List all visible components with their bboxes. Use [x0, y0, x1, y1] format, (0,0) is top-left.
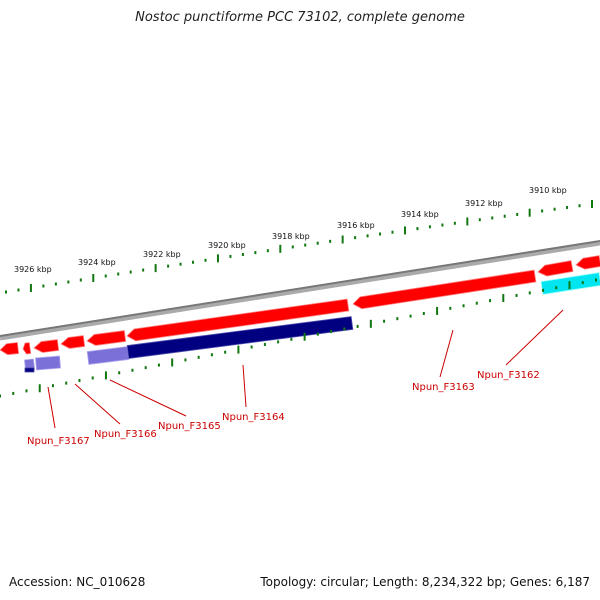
- gene-label[interactable]: Npun_F3162: [477, 370, 540, 381]
- gene-forward[interactable]: [352, 269, 537, 310]
- gene-reverse[interactable]: [86, 346, 130, 365]
- gene-forward[interactable]: [126, 298, 350, 342]
- gene-forward[interactable]: [22, 342, 32, 355]
- gene-reverse[interactable]: [126, 316, 354, 359]
- tick-label: 3922 kbp: [143, 250, 181, 259]
- gene-forward[interactable]: [86, 330, 127, 346]
- tick-label: 3914 kbp: [401, 210, 439, 219]
- gene-label[interactable]: Npun_F3165: [158, 421, 221, 432]
- gene-forward[interactable]: [575, 255, 600, 270]
- accession-text: Accession: NC_010628: [9, 575, 146, 589]
- tick-label: 3916 kbp: [337, 221, 375, 230]
- gene-label[interactable]: Npun_F3163: [412, 382, 475, 393]
- map-title: Nostoc punctiforme PCC 73102, complete g…: [135, 10, 465, 25]
- tick-labels: 3926 kbp 3924 kbp 3922 kbp 3920 kbp 3918 kbp…: [14, 186, 567, 274]
- outer-tick-ring: [5, 200, 593, 294]
- gene-label[interactable]: Npun_F3164: [222, 412, 285, 423]
- tick-label: 3918 kbp: [272, 232, 310, 241]
- gene-label[interactable]: Npun_F3167: [27, 436, 90, 447]
- tick-label: 3910 kbp: [529, 186, 567, 195]
- gene-callouts: Npun_F3167 Npun_F3166Npun_F3165Npun_F3164…: [27, 309, 564, 447]
- callout-line: [439, 329, 454, 378]
- callout-line: [242, 364, 247, 408]
- gene-forward[interactable]: [537, 260, 574, 277]
- callout-line: [109, 379, 187, 417]
- tick-label: 3912 kbp: [465, 199, 503, 208]
- callout-line: [505, 309, 564, 366]
- tick-label: 3924 kbp: [78, 258, 116, 267]
- gene-track: [0, 255, 600, 373]
- gene-forward[interactable]: [0, 342, 20, 356]
- inner-tick-ring: [0, 278, 597, 398]
- backbone-highlight: [0, 240, 600, 337]
- tick-label: 3920 kbp: [208, 241, 246, 250]
- topology-text: Topology: circular; Length: 8,234,322 bp…: [260, 575, 590, 589]
- tick-label: 3926 kbp: [14, 265, 52, 274]
- backbone-ring: [0, 240, 600, 341]
- backbone-line: [0, 240, 600, 341]
- gene-forward[interactable]: [33, 339, 60, 353]
- callout-line: [47, 386, 56, 429]
- callout-line: [74, 383, 121, 425]
- gene-reverse[interactable]: [24, 367, 35, 373]
- gene-reverse[interactable]: [35, 355, 61, 371]
- gene-label[interactable]: Npun_F3166: [94, 429, 157, 440]
- gene-forward[interactable]: [60, 335, 86, 349]
